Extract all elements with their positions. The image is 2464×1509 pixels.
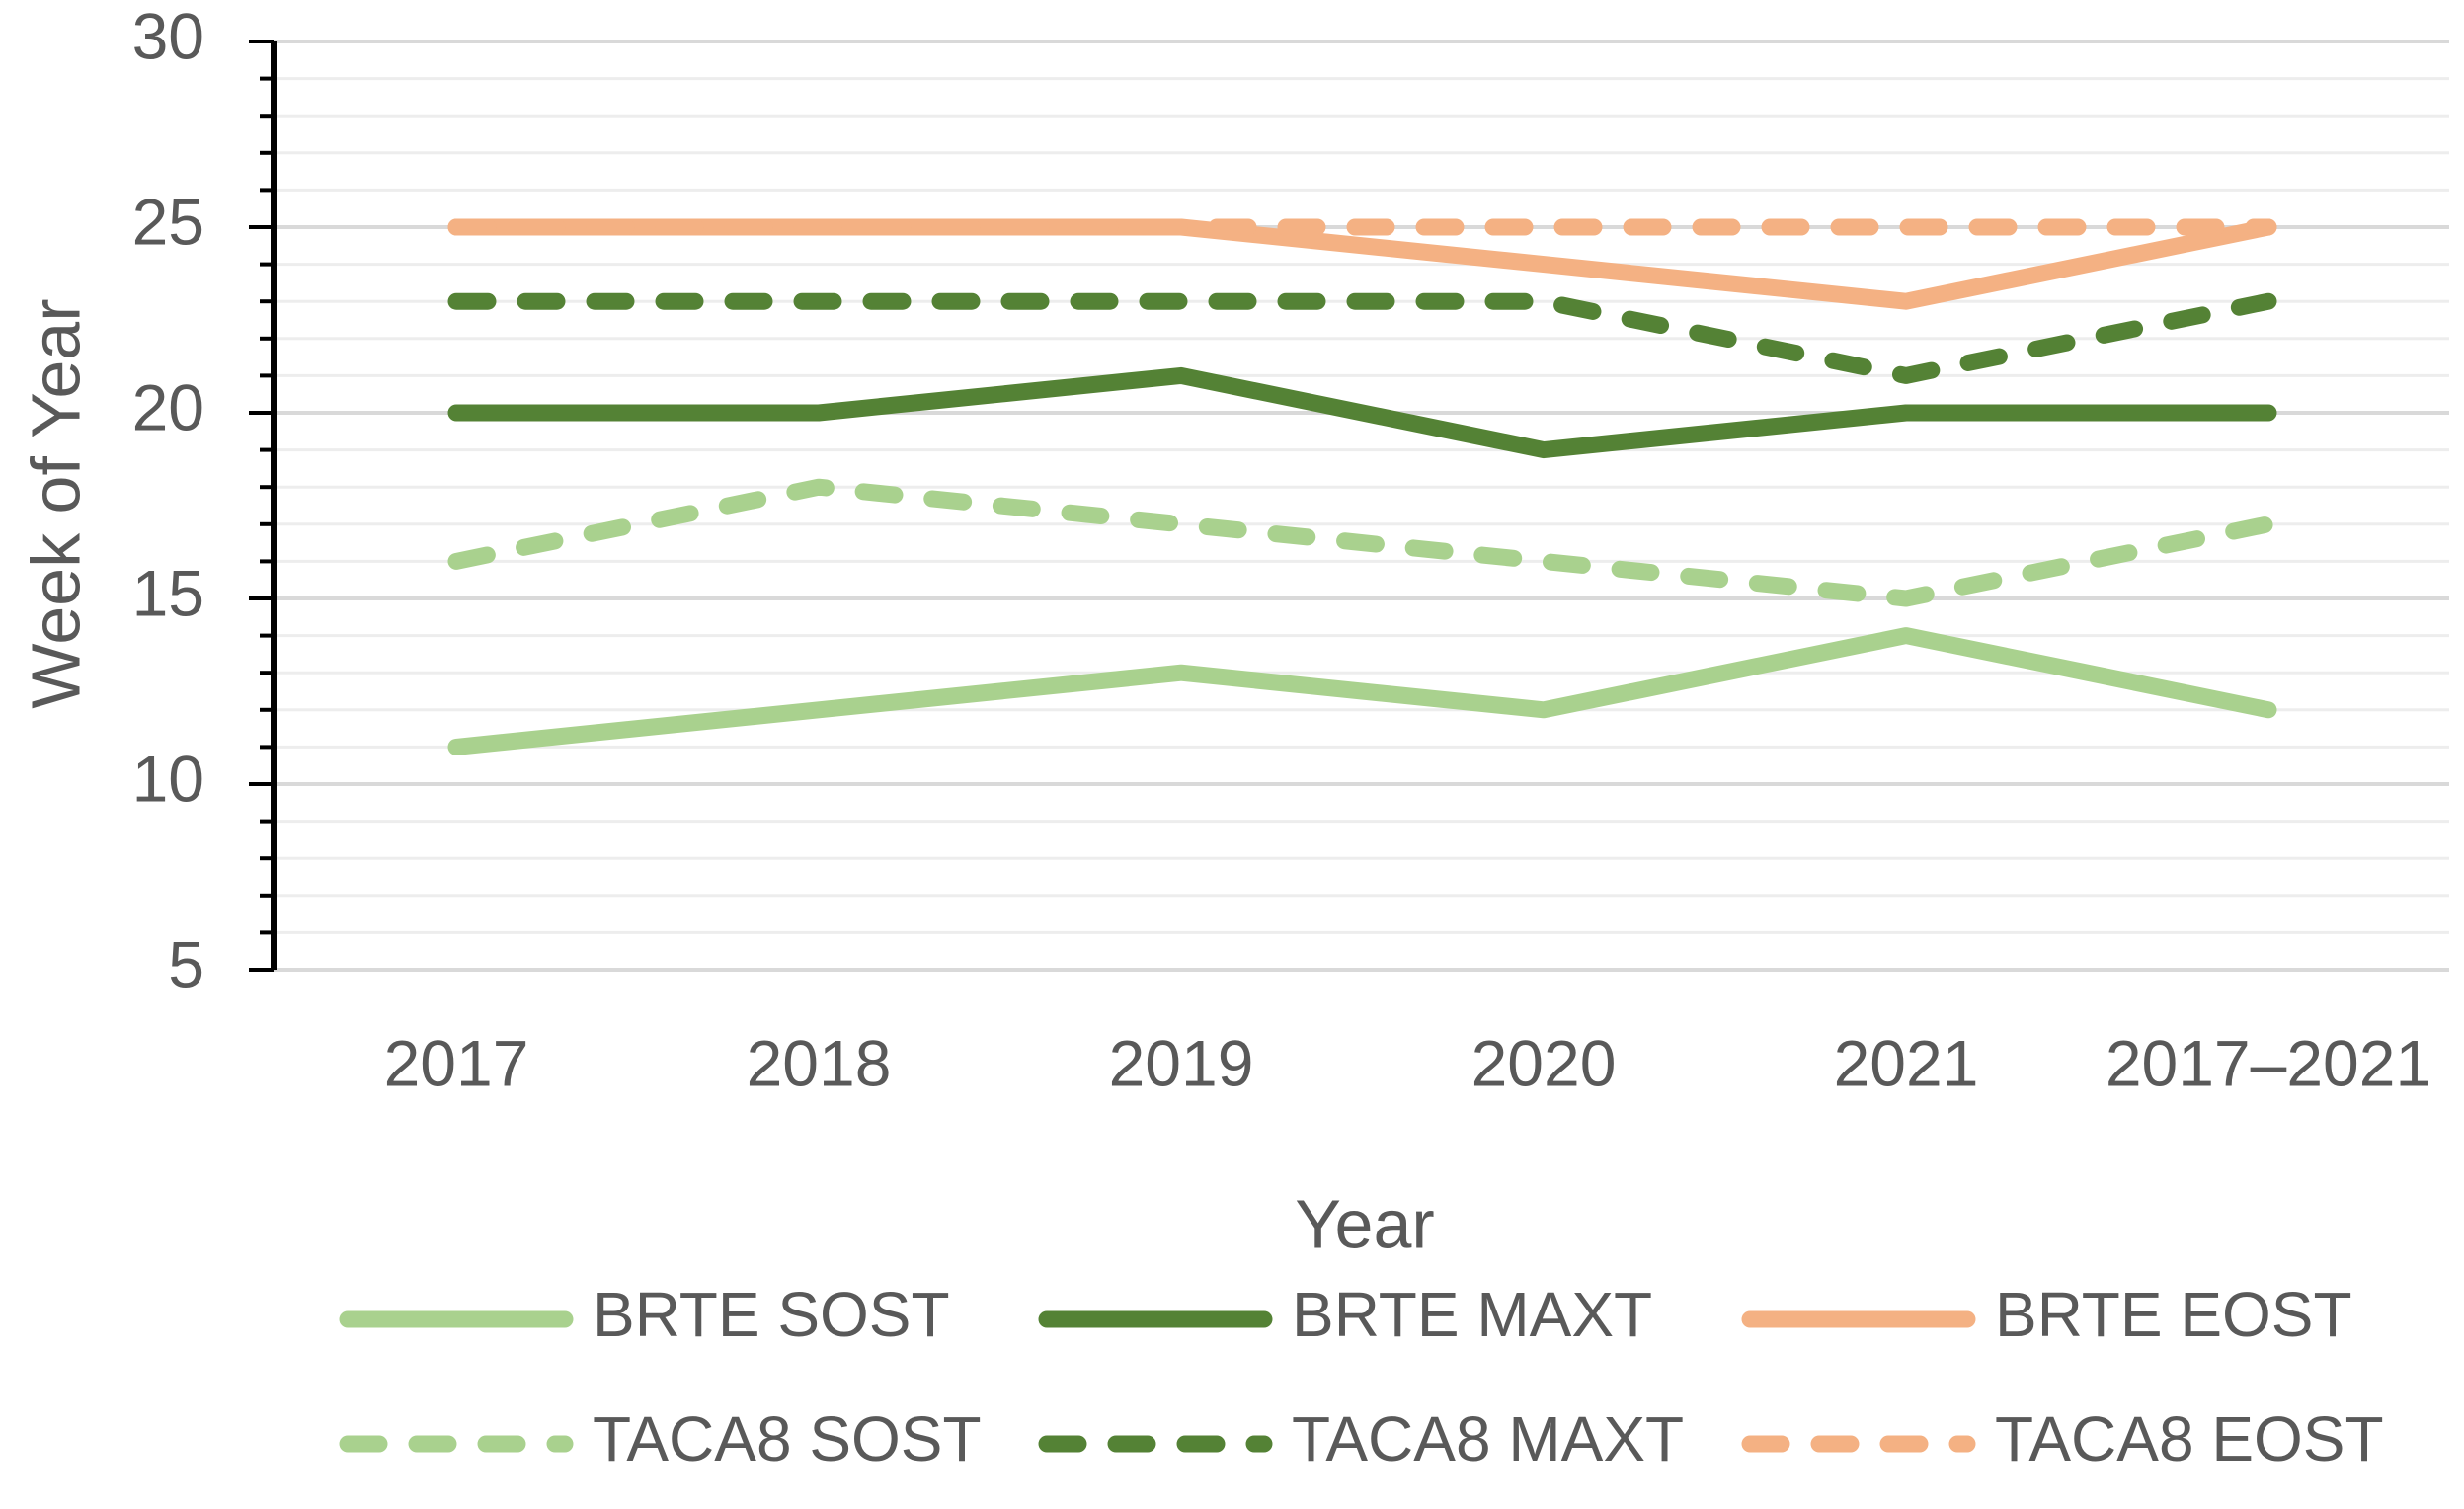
- x-axis-title: Year: [1295, 1185, 1434, 1262]
- y-tick-label: 30: [132, 0, 204, 72]
- legend-label: TACA8 MAXT: [1292, 1403, 1684, 1474]
- series-line-brte-sost: [447, 627, 2277, 755]
- x-tick-label: 2017–2021: [2106, 1026, 2431, 1099]
- y-axis: [249, 40, 277, 972]
- x-tick-label: 2020: [1471, 1026, 1617, 1099]
- y-tick-labels: 5 10 15 20 25 30: [132, 0, 204, 1000]
- series-line-brte-maxt: [447, 366, 2277, 459]
- legend-label: TACA8 SOST: [593, 1403, 982, 1474]
- legend-label: BRTE MAXT: [1292, 1279, 1652, 1350]
- y-tick-label: 20: [132, 370, 204, 443]
- series-line-taca8-maxt: [447, 292, 2277, 384]
- y-tick-label: 5: [168, 927, 204, 1000]
- series-line-taca8-sost: [447, 478, 2277, 607]
- x-tick-labels: 2017 2018 2019 2020 2021 2017–2021: [384, 1026, 2432, 1099]
- x-tick-label: 2017: [384, 1026, 529, 1099]
- x-tick-label: 2019: [1109, 1026, 1254, 1099]
- gridlines: [249, 40, 2449, 972]
- y-tick-label: 25: [132, 185, 204, 258]
- legend-label: BRTE EOST: [1995, 1279, 2352, 1350]
- series-lines: [447, 218, 2277, 755]
- legend-label: BRTE SOST: [593, 1279, 950, 1350]
- legend: BRTE SOST BRTE MAXT BRTE EOST TACA8 SOST TAC…: [339, 1279, 2384, 1474]
- x-tick-label: 2018: [747, 1026, 892, 1099]
- y-tick-label: 15: [132, 556, 204, 629]
- x-tick-label: 2021: [1834, 1026, 1979, 1099]
- y-axis-title: Week of Year: [17, 298, 94, 708]
- legend-label: TACA8 EOST: [1995, 1403, 2384, 1474]
- y-tick-label: 10: [132, 742, 204, 815]
